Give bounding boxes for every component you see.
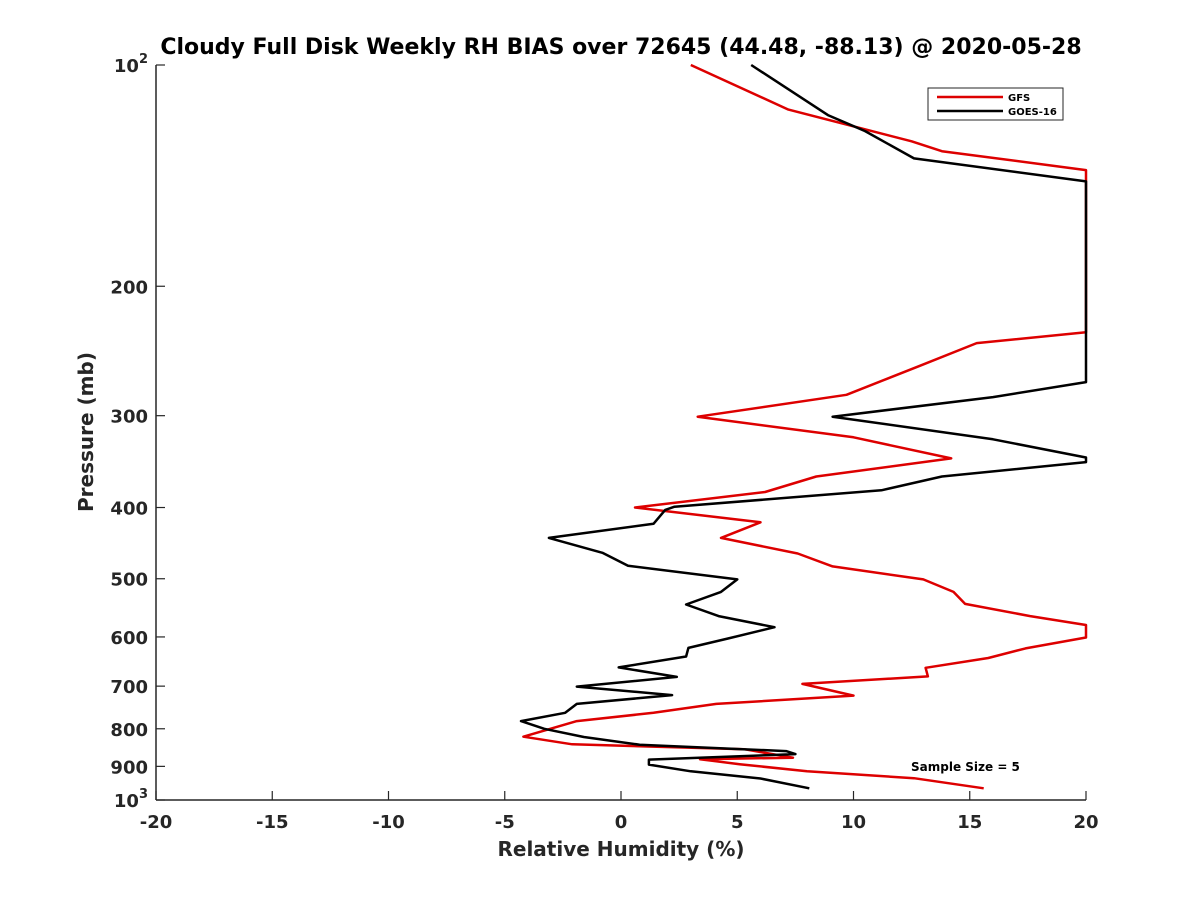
legend-label-gfs: GFS	[1008, 93, 1030, 104]
legend-label-goes16: GOES-16	[1008, 107, 1057, 118]
x-tick-label: 15	[957, 812, 982, 833]
x-tick-label: -20	[140, 812, 173, 833]
series-line-gfs	[522, 63, 1088, 790]
x-tick-label: -5	[495, 812, 515, 833]
x-tick-label: -10	[372, 812, 405, 833]
x-tick-label: 10	[841, 812, 866, 833]
y-axis-label: Pressure (mb)	[74, 352, 98, 512]
x-tick-label: 20	[1073, 812, 1098, 833]
legend-box	[927, 87, 1064, 121]
x-tick-label: -15	[256, 812, 289, 833]
y-tick-label: 500	[110, 570, 148, 591]
legend: GFS GOES-16	[927, 87, 1064, 121]
y-tick-label: 600	[110, 628, 148, 649]
y-tick-label: 102	[114, 52, 148, 77]
y-tick-label: 300	[110, 407, 148, 428]
y-tick-label: 200	[110, 277, 148, 298]
sample-size-note: Sample Size = 5	[911, 760, 1020, 774]
y-tick-label: 900	[110, 757, 148, 778]
chart-title: Cloudy Full Disk Weekly RH BIAS over 726…	[160, 35, 1081, 60]
x-tick-label: 5	[731, 812, 744, 833]
x-ticks: -20 -15 -10 -5 0 5 10 15 20	[140, 791, 1099, 833]
y-tick-label: 400	[110, 499, 148, 520]
series-line-goes16	[519, 63, 1088, 790]
series-layer	[519, 63, 1088, 790]
y-tick-label: 103	[114, 787, 148, 812]
y-tick-label: 800	[110, 720, 148, 741]
x-axis-label: Relative Humidity (%)	[497, 837, 744, 861]
plot-area: -20 -15 -10 -5 0 5 10 15 20 102 200 300 400 500 600 70…	[110, 52, 1098, 833]
x-tick-label: 0	[615, 812, 628, 833]
y-ticks: 102 200 300 400 500 600 700 800 900 103	[110, 52, 165, 812]
y-tick-label: 700	[110, 677, 148, 698]
